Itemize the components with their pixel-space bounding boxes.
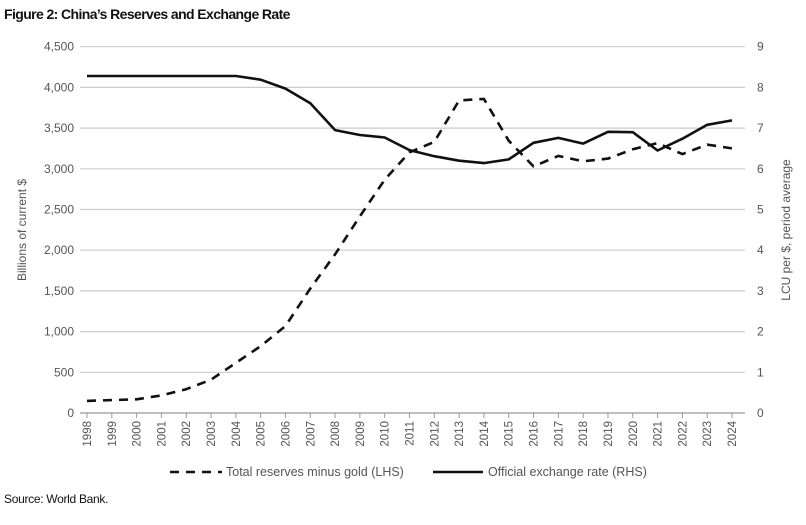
y-axis-label-left: Billions of current $ xyxy=(15,179,29,281)
x-tick-label: 2015 xyxy=(504,421,516,447)
x-tick-label: 2002 xyxy=(181,421,193,447)
y-tick-right: 0 xyxy=(757,406,764,420)
series-line-exchange-rate xyxy=(87,74,733,165)
x-tick-label: 2000 xyxy=(132,421,144,447)
legend-label-reserves: Total reserves minus gold (LHS) xyxy=(226,465,404,479)
y-tick-right: 9 xyxy=(757,40,764,54)
y-tick-left: 3,000 xyxy=(44,162,74,176)
y-tick-right: 7 xyxy=(757,121,764,135)
x-tick-label: 2008 xyxy=(330,421,342,447)
y-tick-right: 1 xyxy=(757,365,764,379)
y-tick-right: 3 xyxy=(757,284,764,298)
x-tick-label: 2017 xyxy=(553,421,565,447)
x-tick-label: 2022 xyxy=(677,421,689,447)
x-tick-label: 2007 xyxy=(305,421,317,447)
y-tick-right: 5 xyxy=(757,203,764,217)
x-tick-label: 2001 xyxy=(156,421,168,447)
x-tick-label: 2014 xyxy=(479,420,491,446)
x-tick-label: 2024 xyxy=(727,420,739,446)
x-tick-label: 2012 xyxy=(429,421,441,447)
x-tick-label: 2018 xyxy=(578,421,590,447)
x-tick-label: 2010 xyxy=(380,421,392,447)
x-tick-label: 2021 xyxy=(653,421,665,447)
y-tick-left: 1,000 xyxy=(44,325,74,339)
x-tick-label: 2020 xyxy=(628,421,640,447)
y-tick-left: 2,000 xyxy=(44,243,74,257)
y-tick-left: 3,500 xyxy=(44,121,74,135)
y-tick-left: 0 xyxy=(67,406,74,420)
y-tick-left: 4,500 xyxy=(44,40,74,54)
y-tick-right: 2 xyxy=(757,325,764,339)
x-tick-label: 1998 xyxy=(82,421,94,447)
y-tick-left: 500 xyxy=(54,365,74,379)
y-tick-left: 4,000 xyxy=(44,80,74,94)
x-tick-label: 2004 xyxy=(231,420,243,446)
legend-label-exchange-rate: Official exchange rate (RHS) xyxy=(488,465,647,479)
x-tick-label: 2006 xyxy=(280,421,292,447)
x-tick-label: 2005 xyxy=(256,421,268,447)
y-tick-right: 6 xyxy=(757,162,764,176)
series-line-reserves xyxy=(86,97,733,403)
x-tick-label: 2011 xyxy=(405,421,417,446)
y-tick-left: 2,500 xyxy=(44,203,74,217)
x-tick-label: 1999 xyxy=(107,421,119,447)
x-tick-label: 2003 xyxy=(206,421,218,447)
x-tick-label: 2019 xyxy=(603,421,615,447)
source-note: Source: World Bank. xyxy=(4,492,109,506)
y-axis-label-right: LCU per $, period average xyxy=(779,159,793,301)
y-tick-right: 8 xyxy=(757,80,764,94)
x-tick-label: 2016 xyxy=(529,421,541,447)
y-tick-right: 4 xyxy=(757,243,764,257)
x-tick-label: 2023 xyxy=(702,421,714,447)
x-tick-label: 2009 xyxy=(355,421,367,447)
y-tick-left: 1,500 xyxy=(44,284,74,298)
chart-title: Figure 2: China’s Reserves and Exchange … xyxy=(4,6,290,22)
x-tick-label: 2013 xyxy=(454,421,466,447)
